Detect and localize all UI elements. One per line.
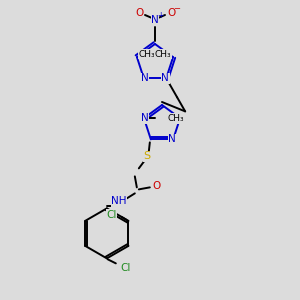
- Text: N: N: [161, 74, 169, 83]
- Text: N: N: [141, 113, 149, 123]
- Text: +: +: [157, 11, 163, 20]
- Text: CH₃: CH₃: [155, 50, 172, 58]
- Text: Cl: Cl: [106, 210, 117, 220]
- Text: Cl: Cl: [121, 263, 131, 273]
- Text: −: −: [173, 4, 181, 14]
- Text: O: O: [135, 8, 143, 18]
- Text: N: N: [175, 113, 183, 123]
- Text: O: O: [167, 8, 175, 18]
- Text: CH₃: CH₃: [138, 50, 155, 58]
- Text: N: N: [141, 74, 149, 83]
- Text: N: N: [168, 134, 176, 144]
- Text: O: O: [153, 182, 161, 191]
- Text: CH₃: CH₃: [168, 114, 184, 123]
- Text: S: S: [143, 152, 150, 161]
- Text: NH: NH: [111, 196, 127, 206]
- Text: N: N: [151, 15, 159, 25]
